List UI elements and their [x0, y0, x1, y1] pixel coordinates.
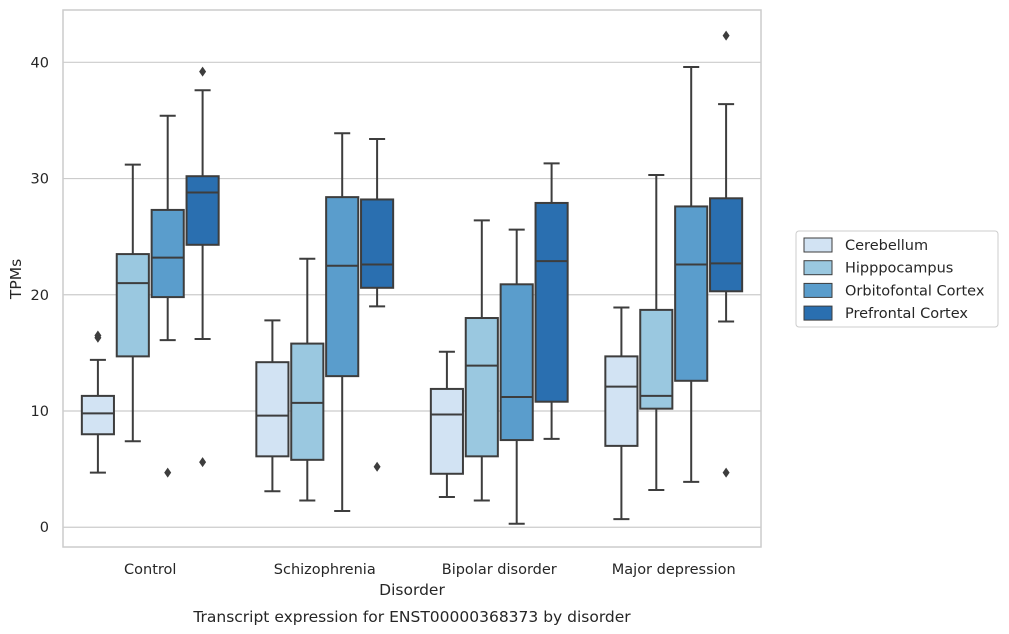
box — [80, 394, 115, 436]
y-tick-label: 0 — [40, 520, 49, 536]
outlier-point — [722, 467, 730, 478]
box — [499, 283, 534, 442]
x-tick-label: Major depression — [612, 562, 736, 578]
x-axis-ticks: Control Schizophrenia Bipolar disorder Majo… — [124, 562, 736, 578]
x-tick-label: Control — [124, 562, 176, 578]
plot-frame — [62, 9, 762, 548]
box — [604, 355, 639, 447]
box-group — [429, 350, 464, 499]
chart-caption: Transcript expression for ENST0000036837… — [192, 608, 631, 626]
box — [185, 175, 220, 246]
outlier-point — [164, 467, 172, 478]
box-group — [360, 138, 395, 472]
box-group — [534, 162, 569, 440]
box — [709, 197, 744, 293]
x-tick-label: Schizophrenia — [274, 562, 376, 578]
box-group — [115, 163, 150, 443]
box — [290, 342, 325, 461]
box — [674, 205, 709, 382]
box — [115, 253, 150, 358]
outlier-point — [199, 66, 207, 77]
box-group — [80, 330, 115, 474]
legend-frame — [795, 230, 999, 328]
box-group — [464, 219, 499, 502]
legend-swatch — [803, 282, 833, 298]
box — [150, 208, 185, 299]
box — [429, 387, 464, 475]
box-group — [290, 257, 325, 502]
boxes — [80, 30, 744, 525]
outlier-point — [722, 30, 730, 41]
legend-swatch — [803, 305, 833, 321]
legend: Cerebellum Hipppocampus Orbitofontal Corte… — [795, 230, 999, 328]
y-tick-label: 20 — [31, 288, 49, 304]
box-group — [185, 66, 220, 468]
x-tick-label: Bipolar disorder — [442, 562, 557, 578]
box — [464, 317, 499, 458]
y-tick-label: 10 — [31, 404, 49, 420]
y-tick-label: 30 — [31, 172, 49, 188]
outlier-point — [94, 330, 102, 341]
box-group — [709, 30, 744, 478]
legend-label: Orbitofontal Cortex — [845, 283, 985, 299]
legend-label: Hipppocampus — [845, 261, 953, 277]
box — [325, 196, 360, 378]
box-group — [499, 228, 534, 525]
box-group — [604, 306, 639, 521]
outlier-point — [199, 457, 207, 468]
y-axis-label: TPMs — [7, 259, 25, 300]
box-group — [255, 319, 290, 493]
legend-label: Prefrontal Cortex — [845, 306, 968, 322]
x-axis-label: Disorder — [379, 581, 445, 599]
box — [360, 198, 395, 289]
legend-swatch — [803, 260, 833, 276]
box-group — [674, 65, 709, 483]
box — [255, 361, 290, 458]
y-tick-label: 40 — [31, 55, 49, 71]
box — [639, 308, 674, 410]
box-group — [639, 174, 674, 492]
y-axis-ticks: 0 10 20 30 40 — [31, 55, 49, 536]
box-group — [325, 132, 360, 512]
box — [534, 201, 569, 403]
outlier-point — [373, 461, 381, 472]
box-group — [150, 114, 185, 478]
legend-label: Cerebellum — [845, 238, 928, 254]
legend-swatch — [803, 237, 833, 253]
